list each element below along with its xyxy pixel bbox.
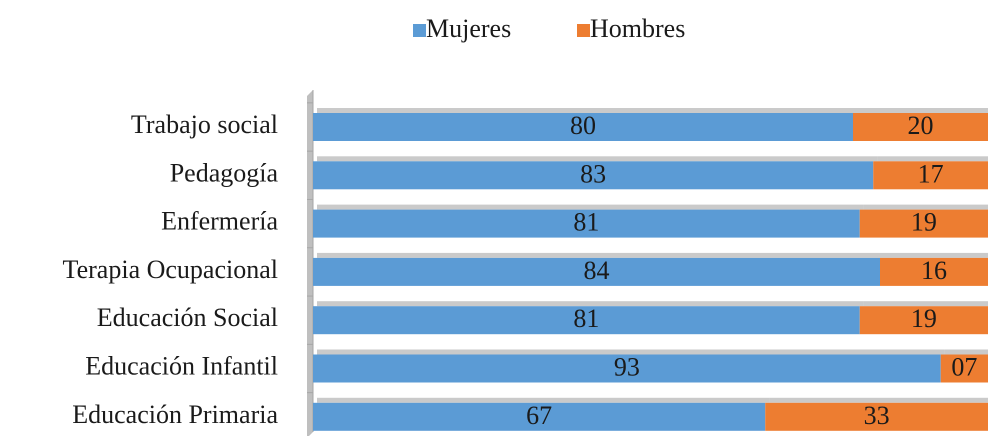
data-label: 80 (570, 111, 596, 140)
data-label: 19 (911, 208, 937, 237)
data-label: 33 (864, 401, 890, 430)
bar-depth (317, 156, 878, 162)
y-tick-label: Pedagogía (170, 158, 279, 187)
bar-segment (313, 257, 880, 286)
legend-swatch (577, 24, 590, 37)
legend-label: Mujeres (426, 14, 511, 43)
y-tick-label: Educación Social (97, 303, 278, 332)
legend-swatch (413, 24, 426, 37)
bar-segment (313, 306, 860, 335)
bar-segment (873, 161, 988, 190)
data-label: 16 (921, 256, 947, 285)
y-tick-label: Terapia Ocupacional (63, 255, 278, 284)
bar-depth (317, 397, 770, 403)
bar-segment (313, 402, 766, 431)
bar-depth (317, 301, 864, 307)
data-label: 17 (918, 159, 944, 188)
data-label: 93 (614, 352, 640, 381)
bar-depth (863, 301, 988, 307)
bar-depth (769, 397, 988, 403)
data-label: 67 (526, 401, 552, 430)
bar-segment (859, 306, 988, 335)
bar-segment (880, 257, 988, 286)
bar-segment (313, 113, 853, 141)
bar-depth (317, 349, 945, 355)
y-tick-label: Educación Primaria (72, 400, 278, 429)
data-label: 81 (573, 208, 599, 237)
bar-segment (765, 402, 988, 431)
bar-depth (317, 252, 884, 258)
data-label: 07 (951, 352, 977, 381)
bar-depth (877, 156, 988, 162)
data-label: 19 (911, 304, 937, 333)
bar-depth (317, 108, 857, 113)
data-label: 84 (584, 256, 610, 285)
data-label: 83 (580, 159, 606, 188)
bar-segment (313, 161, 874, 190)
bar-depth (857, 108, 988, 113)
bar-depth (884, 252, 988, 258)
data-label: 81 (573, 304, 599, 333)
bar-segment (859, 209, 988, 238)
bar-depth (863, 204, 988, 210)
data-label: 20 (908, 111, 934, 140)
y-tick-label: Enfermería (161, 207, 278, 236)
y-tick-label: Trabajo social (131, 110, 278, 139)
bar-depth (317, 204, 864, 210)
bar-depth (944, 349, 988, 355)
legend-label: Hombres (590, 14, 685, 43)
bar-segment (313, 354, 941, 383)
y-tick-label: Educación Infantil (85, 351, 278, 380)
bar-segment (853, 113, 988, 141)
axis-wall (307, 90, 313, 436)
bar-segment (313, 209, 860, 238)
bar-segment (940, 354, 988, 383)
